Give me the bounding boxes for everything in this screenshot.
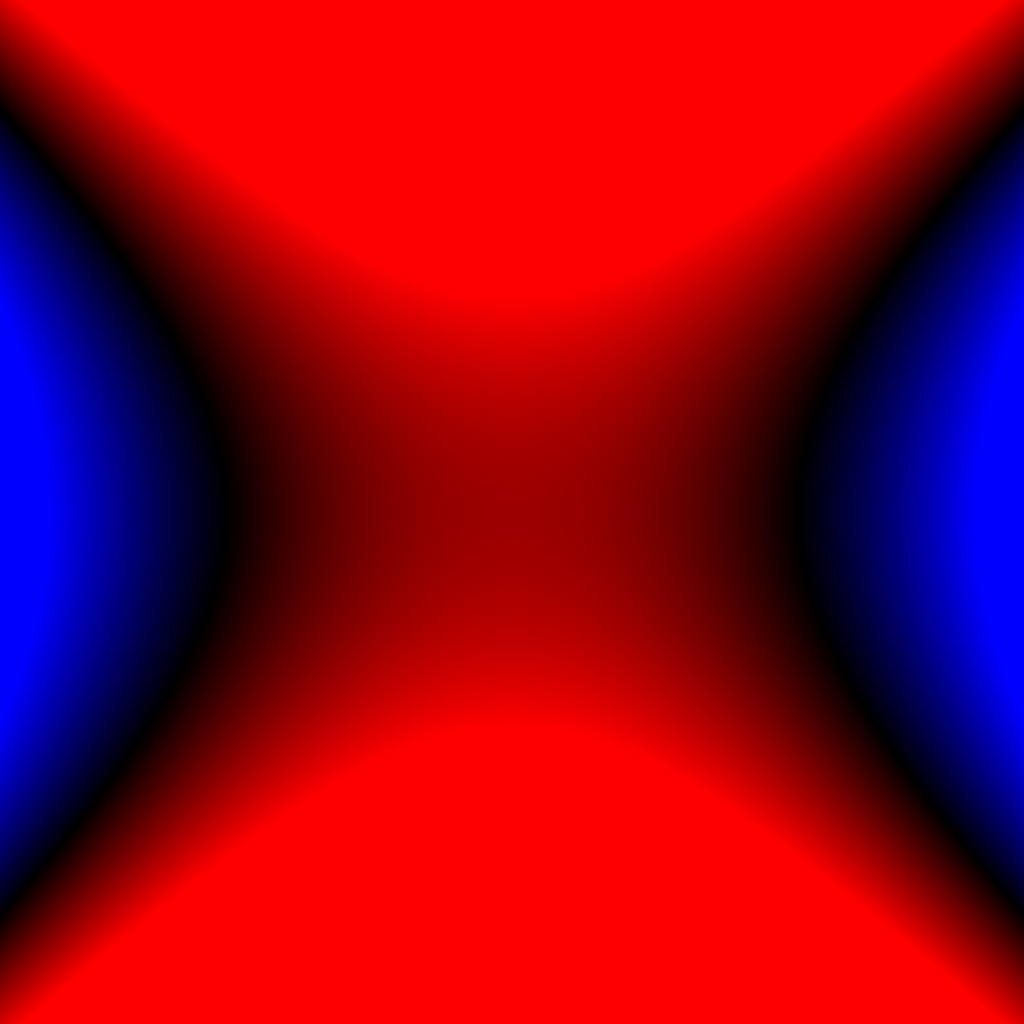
- gradient-field: [0, 0, 1024, 1024]
- saddle-gradient-canvas: [0, 0, 1024, 1024]
